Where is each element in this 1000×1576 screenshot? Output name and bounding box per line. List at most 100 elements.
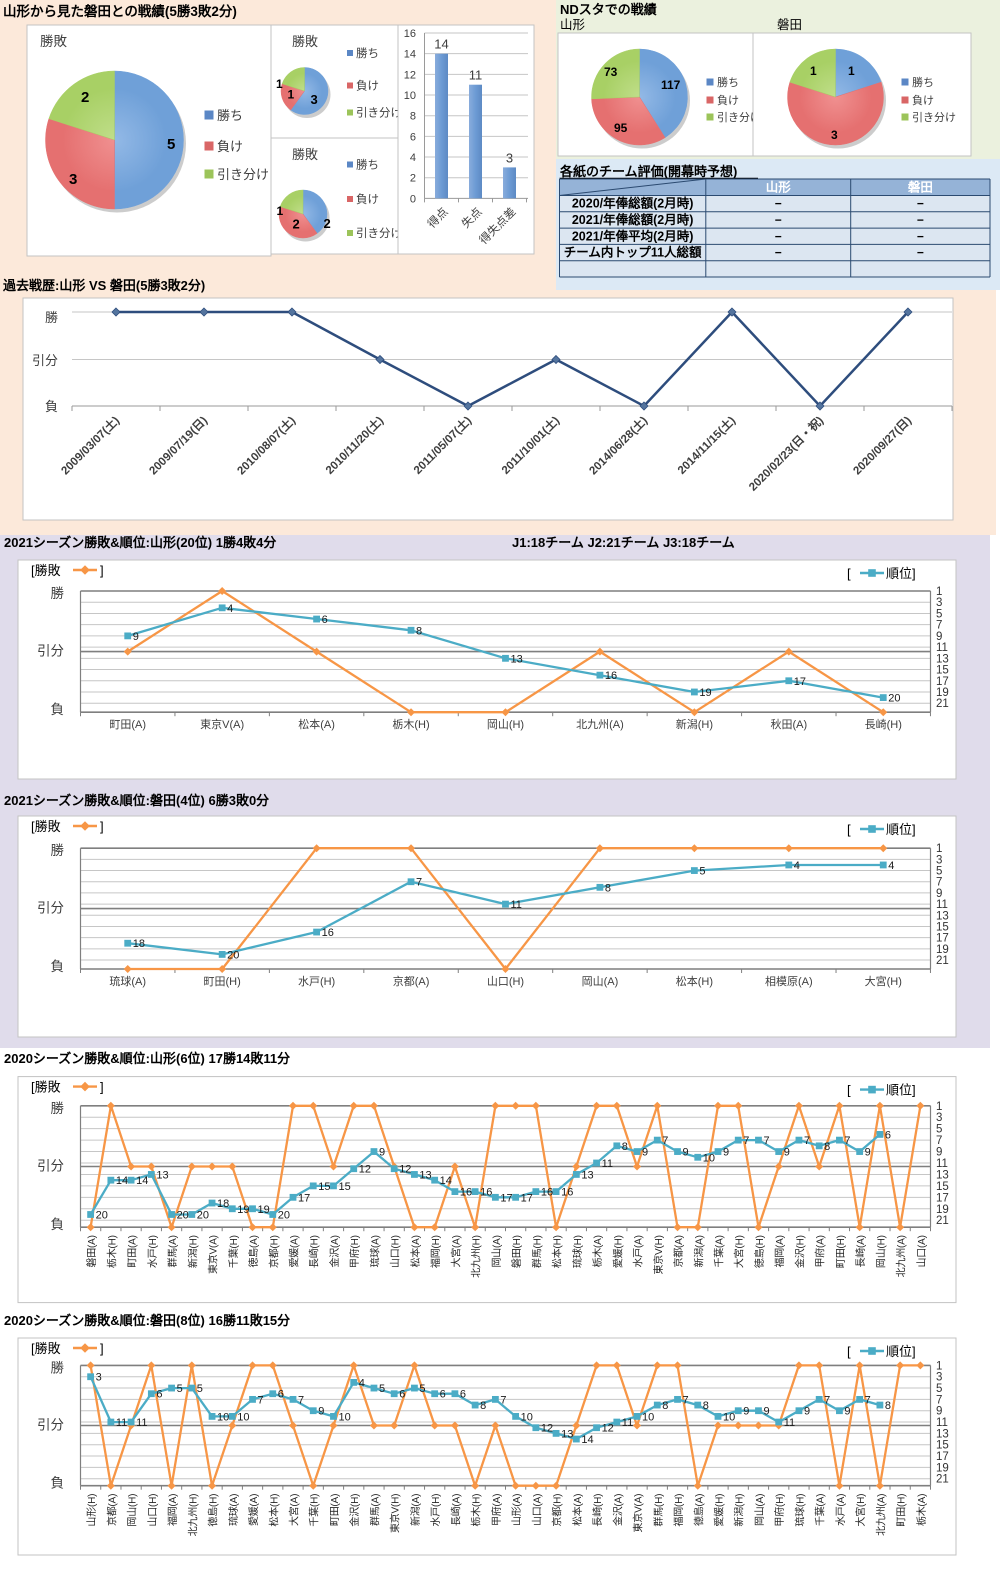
svg-text:栃木(A): 栃木(A) bbox=[915, 1494, 928, 1526]
svg-text:−: − bbox=[917, 229, 924, 243]
svg-text:7: 7 bbox=[936, 620, 942, 632]
svg-text:岡山(A): 岡山(A) bbox=[582, 975, 619, 988]
svg-text:京都(A): 京都(A) bbox=[105, 1494, 118, 1526]
svg-text:3: 3 bbox=[936, 1372, 942, 1384]
svg-text:8: 8 bbox=[703, 1400, 709, 1412]
svg-text:−: − bbox=[917, 197, 924, 211]
svg-text:18: 18 bbox=[217, 1198, 229, 1210]
svg-text:負け: 負け bbox=[356, 193, 379, 206]
svg-text:9: 9 bbox=[804, 1406, 810, 1418]
svg-text:徳島(A): 徳島(A) bbox=[692, 1494, 705, 1526]
svg-text:15: 15 bbox=[936, 921, 949, 933]
svg-text:9: 9 bbox=[865, 1147, 871, 1159]
svg-text:東京V(A): 東京V(A) bbox=[207, 1235, 220, 1274]
svg-text:20: 20 bbox=[177, 1209, 189, 1221]
svg-text:松本(A): 松本(A) bbox=[298, 717, 335, 731]
svg-text:7: 7 bbox=[936, 1394, 942, 1406]
svg-text:町田(H): 町田(H) bbox=[836, 1235, 847, 1268]
svg-text:20: 20 bbox=[96, 1209, 108, 1221]
svg-text:福岡(A): 福岡(A) bbox=[166, 1494, 179, 1526]
svg-text:負け: 負け bbox=[217, 139, 243, 154]
svg-text:13: 13 bbox=[581, 1169, 593, 1181]
svg-text:11: 11 bbox=[936, 1417, 948, 1429]
svg-text:18: 18 bbox=[133, 938, 145, 950]
svg-text:7: 7 bbox=[936, 1135, 942, 1147]
svg-text:9: 9 bbox=[133, 631, 139, 643]
svg-text:−: − bbox=[775, 246, 782, 260]
svg-text:−: − bbox=[917, 213, 924, 227]
svg-text:勝ち: 勝ち bbox=[717, 75, 739, 89]
svg-text:東京V(A): 東京V(A) bbox=[200, 717, 244, 731]
svg-text:水戸(H): 水戸(H) bbox=[298, 975, 335, 988]
svg-text:17: 17 bbox=[521, 1192, 533, 1204]
svg-text:−: − bbox=[917, 246, 924, 260]
svg-text:北九州(H): 北九州(H) bbox=[187, 1494, 199, 1537]
svg-text:京都(H): 京都(H) bbox=[551, 1494, 564, 1527]
svg-text:13: 13 bbox=[936, 1428, 949, 1440]
svg-text:勝敗: 勝敗 bbox=[40, 34, 67, 49]
svg-text:7: 7 bbox=[865, 1394, 871, 1406]
svg-text:福岡(A): 福岡(A) bbox=[773, 1235, 786, 1267]
svg-text:5: 5 bbox=[379, 1383, 385, 1395]
svg-text:95: 95 bbox=[614, 121, 628, 135]
svg-text:大宮(A): 大宮(A) bbox=[287, 1494, 300, 1526]
svg-text:9: 9 bbox=[723, 1147, 729, 1159]
svg-text:3: 3 bbox=[831, 128, 838, 142]
svg-text:8: 8 bbox=[662, 1400, 668, 1412]
svg-text:水戸(H): 水戸(H) bbox=[430, 1494, 442, 1527]
svg-text:甲府(H): 甲府(H) bbox=[348, 1235, 361, 1268]
svg-text:21: 21 bbox=[936, 698, 949, 710]
svg-text:引き分け: 引き分け bbox=[912, 110, 956, 124]
svg-text:新潟(H): 新潟(H) bbox=[733, 1494, 746, 1527]
svg-text:水戸(A): 水戸(A) bbox=[835, 1494, 847, 1526]
svg-text:15: 15 bbox=[936, 1440, 949, 1452]
svg-text:徳島(H): 徳島(H) bbox=[207, 1494, 220, 1527]
svg-text:[勝敗: [勝敗 bbox=[31, 1080, 61, 1095]
svg-text:21: 21 bbox=[936, 955, 949, 967]
svg-text:山形から見た磐田との戦績(5勝3敗2分): 山形から見た磐田との戦績(5勝3敗2分) bbox=[3, 3, 237, 19]
svg-text:福岡(H): 福岡(H) bbox=[672, 1494, 685, 1527]
svg-text:7: 7 bbox=[763, 1135, 769, 1147]
svg-text:松本(H): 松本(H) bbox=[267, 1494, 280, 1527]
svg-text:9: 9 bbox=[784, 1147, 790, 1159]
svg-text:16: 16 bbox=[561, 1187, 573, 1199]
svg-text:11: 11 bbox=[936, 642, 948, 654]
svg-text:引分: 引分 bbox=[37, 1418, 64, 1433]
svg-text:2021シーズン勝敗&順位:山形(20位) 1勝4敗4分: 2021シーズン勝敗&順位:山形(20位) 1勝4敗4分 bbox=[4, 535, 276, 550]
svg-text:13: 13 bbox=[419, 1169, 431, 1181]
svg-text:5: 5 bbox=[936, 1383, 942, 1395]
svg-text:]: ] bbox=[100, 819, 104, 834]
svg-text:北九州(H): 北九州(H) bbox=[471, 1235, 483, 1278]
svg-text:1: 1 bbox=[288, 88, 295, 102]
svg-text:千葉(H): 千葉(H) bbox=[308, 1494, 321, 1527]
svg-text:栃木(H): 栃木(H) bbox=[470, 1494, 483, 1527]
svg-text:引分: 引分 bbox=[37, 901, 64, 916]
svg-text:琉球(A): 琉球(A) bbox=[227, 1494, 240, 1526]
svg-text:11: 11 bbox=[510, 899, 521, 911]
svg-text:16: 16 bbox=[605, 670, 617, 682]
svg-text:8: 8 bbox=[416, 625, 422, 637]
svg-text:19: 19 bbox=[237, 1204, 249, 1216]
svg-text:8: 8 bbox=[885, 1400, 891, 1412]
svg-text:10: 10 bbox=[404, 90, 416, 102]
svg-text:15: 15 bbox=[338, 1181, 350, 1193]
svg-text:大宮(H): 大宮(H) bbox=[854, 1494, 867, 1527]
svg-text:13: 13 bbox=[510, 653, 522, 665]
svg-text:3: 3 bbox=[936, 854, 942, 866]
svg-text:6: 6 bbox=[885, 1129, 891, 1141]
svg-text:山形: 山形 bbox=[560, 18, 586, 32]
svg-text:岡山(H): 岡山(H) bbox=[127, 1494, 139, 1527]
svg-text:]: ] bbox=[100, 563, 104, 578]
svg-text:順位]: 順位] bbox=[886, 1344, 916, 1359]
svg-text:水戸(A): 水戸(A) bbox=[633, 1235, 645, 1267]
svg-text:4: 4 bbox=[227, 603, 233, 615]
svg-text:3: 3 bbox=[506, 150, 513, 165]
svg-text:13: 13 bbox=[561, 1428, 573, 1440]
svg-text:松本(A): 松本(A) bbox=[409, 1235, 422, 1267]
svg-text:5: 5 bbox=[419, 1383, 425, 1395]
svg-text:勝: 勝 bbox=[51, 843, 65, 858]
svg-text:11: 11 bbox=[936, 1158, 948, 1170]
svg-text:6: 6 bbox=[399, 1389, 405, 1401]
svg-text:山形(H): 山形(H) bbox=[86, 1494, 98, 1527]
svg-text:9: 9 bbox=[318, 1406, 324, 1418]
